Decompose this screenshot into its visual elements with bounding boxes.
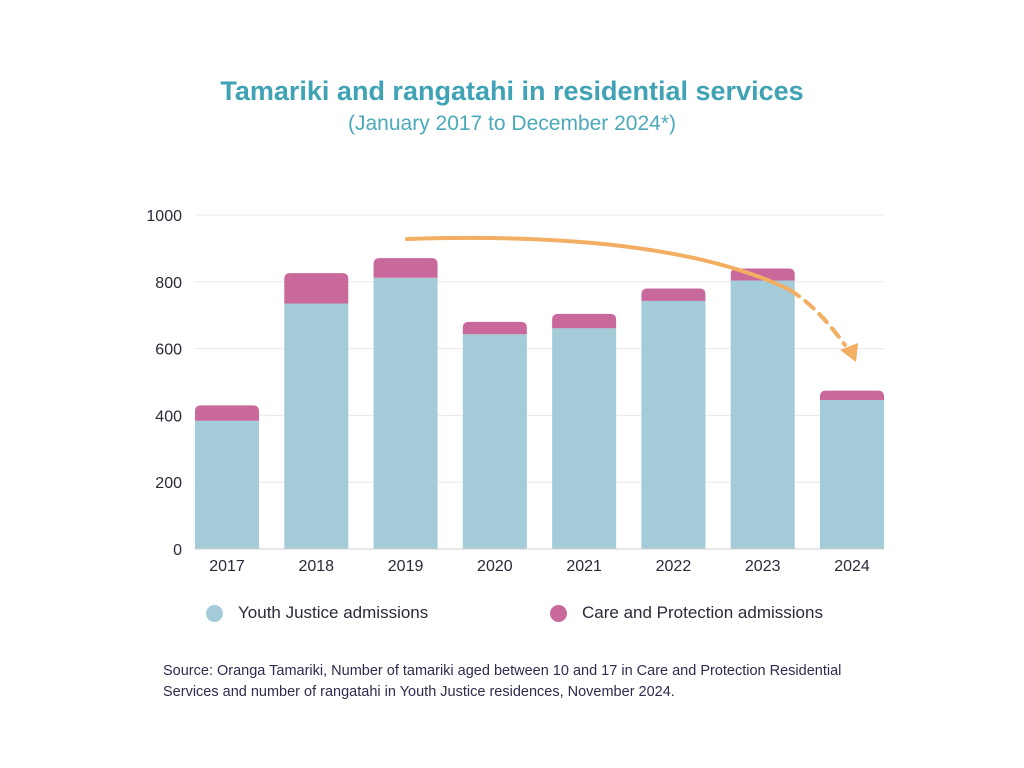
trend-arrow-head	[840, 343, 858, 362]
x-tick-label: 2020	[477, 558, 513, 575]
x-tick-label: 2022	[656, 558, 692, 575]
bar-care-protection-2021	[552, 313, 617, 329]
bar-youth-justice-2023	[730, 280, 795, 549]
trend-arrow-line	[405, 235, 792, 292]
bar-youth-justice-2024	[820, 400, 884, 549]
y-axis: 0 200 400 600 800 1000	[146, 208, 182, 559]
bar-youth-justice-2020	[462, 334, 527, 549]
bars	[195, 258, 884, 549]
x-tick-label: 2023	[745, 558, 781, 575]
chart-title: Tamariki and rangatahi in residential se…	[220, 76, 804, 106]
x-tick-label: 2019	[388, 558, 424, 575]
y-tick-label: 800	[155, 275, 182, 292]
y-tick-label: 0	[173, 542, 182, 559]
x-tick-label: 2024	[834, 558, 870, 575]
legend: Youth Justice admissions Care and Protec…	[0, 603, 1024, 633]
trend-arrow-dashed-line	[788, 288, 847, 347]
legend-swatch-care-protection	[550, 604, 567, 622]
bar-care-protection-2022	[641, 288, 706, 301]
trend-arrow	[405, 235, 858, 362]
legend-item-youth-justice: Youth Justice admissions	[206, 603, 428, 623]
bar-youth-justice-2019	[373, 277, 438, 549]
legend-label-youth-justice: Youth Justice admissions	[238, 603, 429, 622]
legend-item-care-protection: Care and Protection admissions	[550, 603, 823, 623]
x-tick-label: 2018	[298, 558, 334, 575]
bar-care-protection-2019	[373, 258, 438, 278]
x-tick-label: 2021	[566, 558, 602, 575]
x-tick-label: 2017	[209, 558, 245, 575]
legend-swatch-youth-justice	[206, 604, 223, 622]
bar-youth-justice-2021	[552, 328, 617, 549]
y-tick-label: 200	[155, 475, 182, 492]
bar-youth-justice-2022	[641, 300, 706, 549]
x-axis: 2017 2018 2019 2020 2021 2022 2023 2024	[195, 548, 884, 575]
chart-subtitle: (January 2017 to December 2024*)	[347, 112, 677, 135]
source-note: Source: Oranga Tamariki, Number of tamar…	[163, 663, 842, 700]
y-tick-label: 600	[155, 342, 182, 359]
bar-youth-justice-2017	[195, 420, 259, 549]
y-tick-label: 400	[155, 408, 182, 425]
bar-care-protection-2024	[820, 390, 884, 401]
bar-care-protection-2018	[284, 273, 349, 304]
bar-care-protection-2017	[195, 405, 259, 421]
bar-care-protection-2020	[462, 321, 527, 335]
y-tick-label: 1000	[146, 208, 182, 225]
legend-label-care-protection: Care and Protection admissions	[582, 603, 823, 622]
bar-youth-justice-2018	[284, 303, 349, 549]
